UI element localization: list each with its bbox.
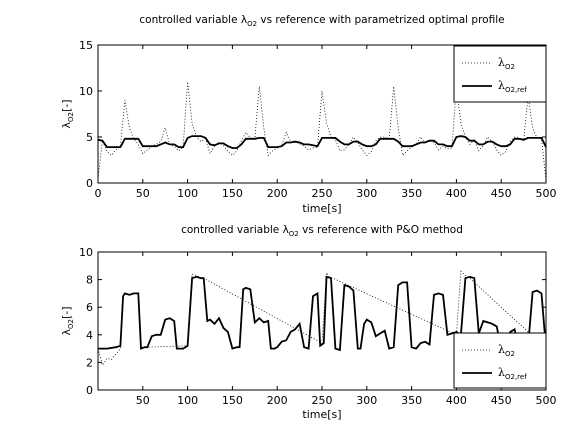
x-tick-label: 200 [267,394,288,407]
x-tick-label: 300 [356,187,377,200]
y-axis-label: λO2[-] [60,306,75,335]
chart-panel-1: 0 50 100 150 200 250 300 350 400 450 500 0 5 10 15 cont… [60,14,557,215]
legend-label: λO2,ref [498,79,527,94]
x-tick-label: 150 [222,187,243,200]
y-axis-label-suffix: [-] [60,306,73,319]
y-axis-label-subscript: O2 [67,319,75,329]
y-tick-label: 8 [86,274,93,287]
y-tick-label: 0 [86,384,93,397]
x-tick-label: 150 [222,394,243,407]
series-line-dotted [98,81,546,181]
y-axis-label-main: λ [60,329,73,336]
x-tick-label: 400 [446,187,467,200]
y-tick-label: 0 [86,177,93,190]
x-tick-label: 250 [312,394,333,407]
series-line-solid [98,135,546,149]
chart-title-subscript: O2 [247,20,257,28]
legend-box [453,332,547,389]
x-tick-label: 500 [536,187,557,200]
x-tick-label: 50 [136,187,150,200]
legend-label-subscript: O2,ref [505,86,527,94]
y-tick-label: 5 [86,131,93,144]
x-tick-label: 350 [401,187,422,200]
legend-label-subscript: O2,ref [505,373,527,381]
x-tick-label: 100 [177,187,198,200]
x-tick-label: 0 [95,187,102,200]
x-tick-label: 350 [401,394,422,407]
x-tick-label: 250 [312,187,333,200]
x-tick-label: 400 [446,394,467,407]
legend-label: λO2,ref [498,366,527,381]
legend-label-main: λ [498,79,505,92]
chart-panel-2: 50 100 150 200 250 300 350 400 450 500 0 2 4 6 8 10 cont… [60,224,557,421]
x-axis-label: time[s] [302,202,341,215]
chart-title-text-end: vs reference with P&O method [299,224,463,236]
series-line-dotted [98,270,546,367]
y-tick-label: 2 [86,356,93,369]
chart-title-subscript: O2 [289,230,299,238]
x-tick-label: 300 [356,394,377,407]
legend-label-main: λ [498,56,505,69]
legend-label: λO2 [498,343,515,358]
x-tick-label: 450 [491,187,512,200]
x-tick-label: 200 [267,187,288,200]
legend-label-subscript: O2 [505,63,515,71]
y-axis-label: λO2[-] [60,99,75,128]
y-axis-label-subscript: O2 [67,112,75,122]
legend-label-main: λ [498,366,505,379]
chart-title: controlled variable λO2 vs reference wit… [181,224,463,238]
y-axis-label-suffix: [-] [60,99,73,112]
x-tick-label: 500 [536,394,557,407]
y-axis-label-main: λ [60,122,73,129]
y-tick-label: 10 [79,85,93,98]
y-tick-label: 4 [86,329,93,342]
y-tick-label: 15 [79,39,93,52]
legend-box [453,45,547,103]
legend-label: λO2 [498,56,515,71]
x-tick-label: 450 [491,394,512,407]
chart-title: controlled variable λO2 vs reference wit… [139,14,504,28]
legend-label-main: λ [498,343,505,356]
x-axis-label: time[s] [302,408,341,421]
series-line-solid [98,275,546,352]
legend-label-subscript: O2 [505,350,515,358]
chart-title-text: controlled variable λ [139,14,247,26]
x-tick-label: 50 [136,394,150,407]
y-tick-label: 10 [79,246,93,259]
chart-title-text: controlled variable λ [181,224,289,236]
chart-title-text-end: vs reference with parametrized optimal p… [257,14,505,26]
x-tick-label: 100 [177,394,198,407]
y-tick-label: 6 [86,301,93,314]
